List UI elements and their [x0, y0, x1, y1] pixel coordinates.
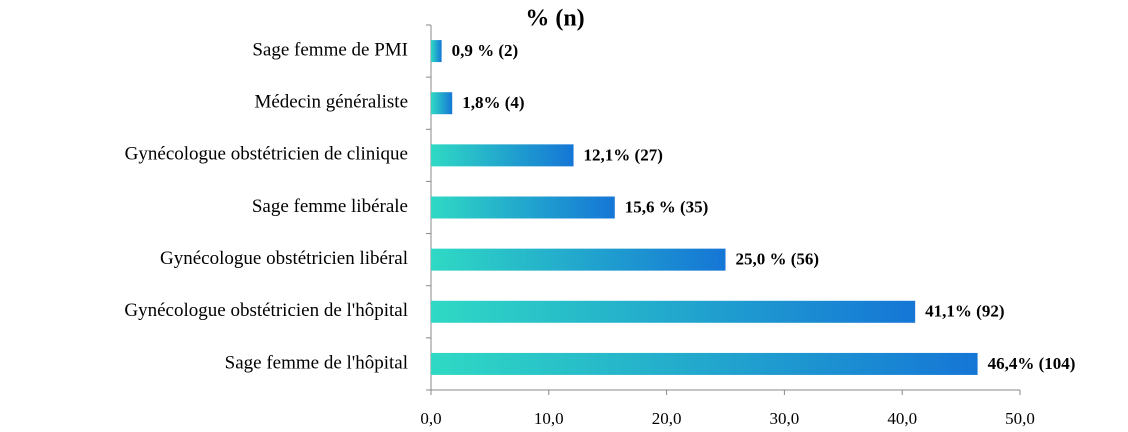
x-tick-label: 40,0: [887, 409, 917, 428]
data-label: 0,9 % (2): [452, 41, 519, 60]
x-tick-label: 10,0: [534, 409, 564, 428]
x-tick-label: 30,0: [770, 409, 800, 428]
bar: [431, 40, 442, 63]
bar: [431, 196, 615, 219]
y-tick-label: Sage femme de PMI: [252, 39, 408, 60]
data-label: 25,0 % (56): [736, 250, 820, 269]
bar: [431, 92, 453, 115]
x-tick-label: 50,0: [1005, 409, 1035, 428]
y-tick-label: Sage femme libérale: [252, 196, 408, 217]
data-label: 46,4% (104): [988, 354, 1076, 373]
y-tick-label: Sage femme de l'hôpital: [225, 352, 408, 373]
bar: [431, 248, 726, 271]
data-label: 15,6 % (35): [625, 197, 709, 216]
x-tick-label: 0,0: [420, 409, 441, 428]
data-label: 41,1% (92): [925, 302, 1004, 321]
bar: [431, 352, 978, 375]
data-label: 12,1% (27): [584, 145, 663, 164]
y-tick-label: Gynécologue obstétricien libéral: [160, 248, 408, 269]
y-tick-label: Gynécologue obstétricien de clinique: [125, 144, 408, 165]
y-tick-label: Médecin généraliste: [254, 92, 408, 113]
bar: [431, 144, 574, 167]
data-label: 1,8% (4): [462, 93, 524, 112]
bar: [431, 300, 916, 323]
y-tick-label: Gynécologue obstétricien de l'hôpital: [124, 300, 408, 321]
x-tick-label: 20,0: [652, 409, 682, 428]
chart-title: % (n): [525, 6, 584, 32]
